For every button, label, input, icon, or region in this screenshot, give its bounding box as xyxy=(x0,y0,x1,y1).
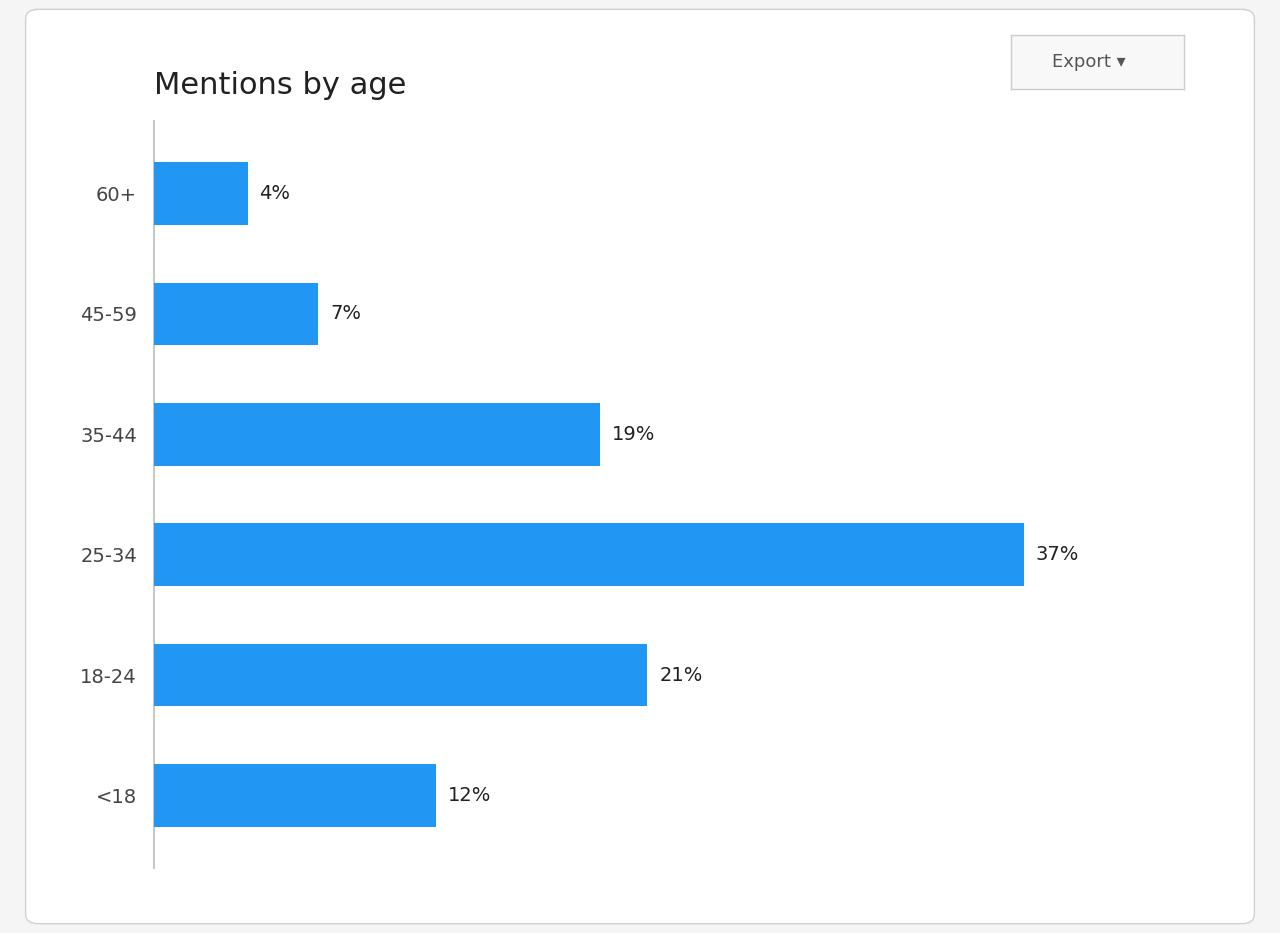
Text: Export ▾: Export ▾ xyxy=(1052,52,1126,71)
Bar xyxy=(154,523,1024,586)
Text: Mentions by age: Mentions by age xyxy=(154,71,406,100)
Text: 12%: 12% xyxy=(448,786,492,805)
Text: 7%: 7% xyxy=(330,304,361,324)
Bar xyxy=(154,644,648,706)
Bar xyxy=(154,162,247,225)
Bar xyxy=(154,403,600,466)
Text: 19%: 19% xyxy=(612,425,655,444)
Bar xyxy=(154,764,435,827)
Bar xyxy=(154,283,319,345)
Text: 4%: 4% xyxy=(260,184,291,203)
Text: 21%: 21% xyxy=(659,665,703,685)
Text: 37%: 37% xyxy=(1036,545,1079,564)
